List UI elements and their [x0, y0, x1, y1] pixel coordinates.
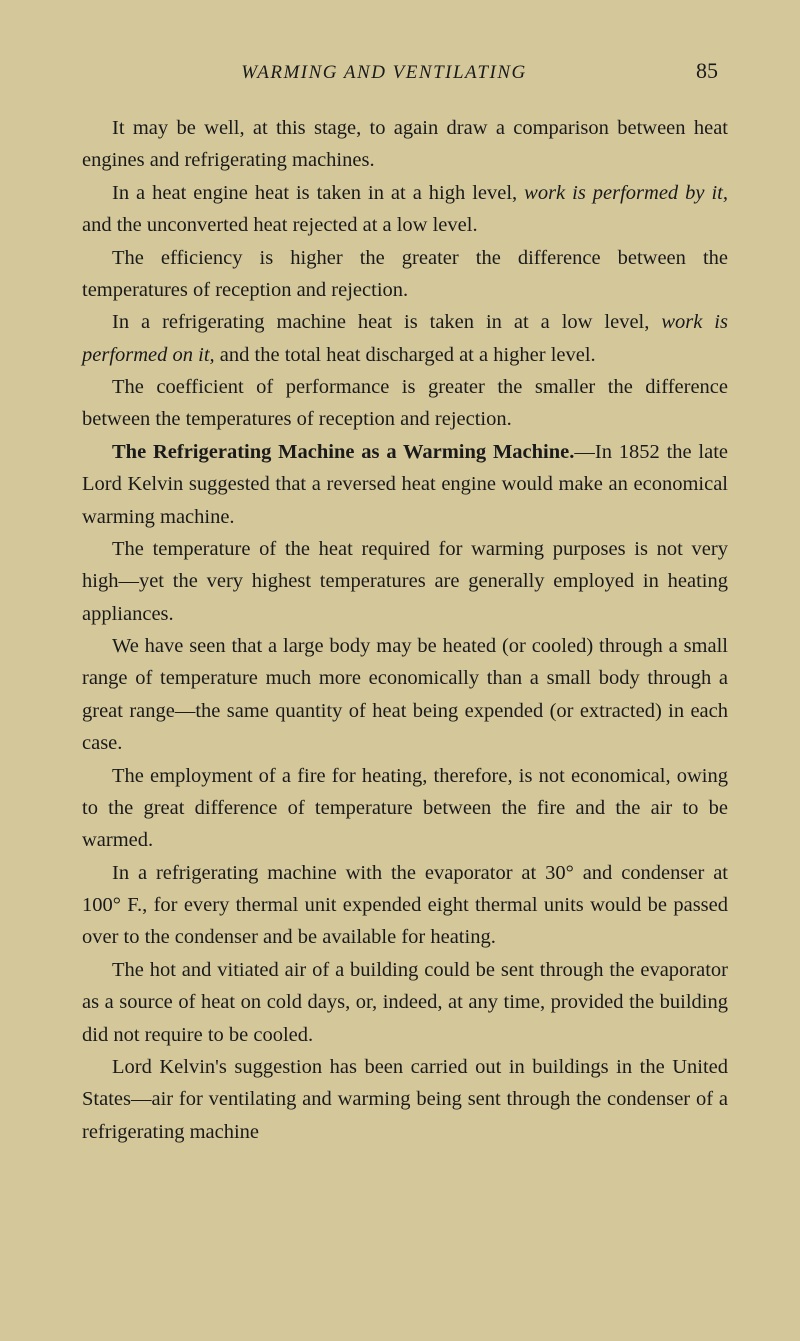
text-span: and the total heat discharged at a highe… — [215, 344, 596, 366]
paragraph-8: We have seen that a large body may be he… — [82, 630, 728, 760]
page-header: WARMING AND VENTILATING 85 — [82, 58, 728, 84]
running-title: WARMING AND VENTILATING — [92, 62, 676, 84]
italic-phrase: work is performed by it, — [524, 182, 728, 204]
paragraph-7: The temperature of the heat required for… — [82, 533, 728, 630]
paragraph-3: The efficiency is higher the greater the… — [82, 242, 728, 307]
paragraph-11: The hot and vitiated air of a building c… — [82, 954, 728, 1051]
body-text-container: It may be well, at this stage, to again … — [82, 112, 728, 1148]
text-span: and the unconverted heat rejected at a l… — [82, 214, 478, 236]
text-span: In a refrigerating machine heat is taken… — [112, 311, 661, 333]
paragraph-9: The employment of a fire for heating, th… — [82, 760, 728, 857]
paragraph-12: Lord Kelvin's suggestion has been carrie… — [82, 1051, 728, 1148]
paragraph-4: In a refrigerating machine heat is taken… — [82, 306, 728, 371]
paragraph-5: The coefficient of performance is greate… — [82, 371, 728, 436]
paragraph-1: It may be well, at this stage, to again … — [82, 112, 728, 177]
page-number: 85 — [696, 58, 718, 84]
paragraph-2: In a heat engine heat is taken in at a h… — [82, 177, 728, 242]
section-heading: The Refrigerating Machine as a Warming M… — [112, 441, 574, 463]
paragraph-6: The Refrigerating Machine as a Warming M… — [82, 436, 728, 533]
text-span: In a heat engine heat is taken in at a h… — [112, 182, 524, 204]
paragraph-10: In a refrigerating machine with the evap… — [82, 857, 728, 954]
